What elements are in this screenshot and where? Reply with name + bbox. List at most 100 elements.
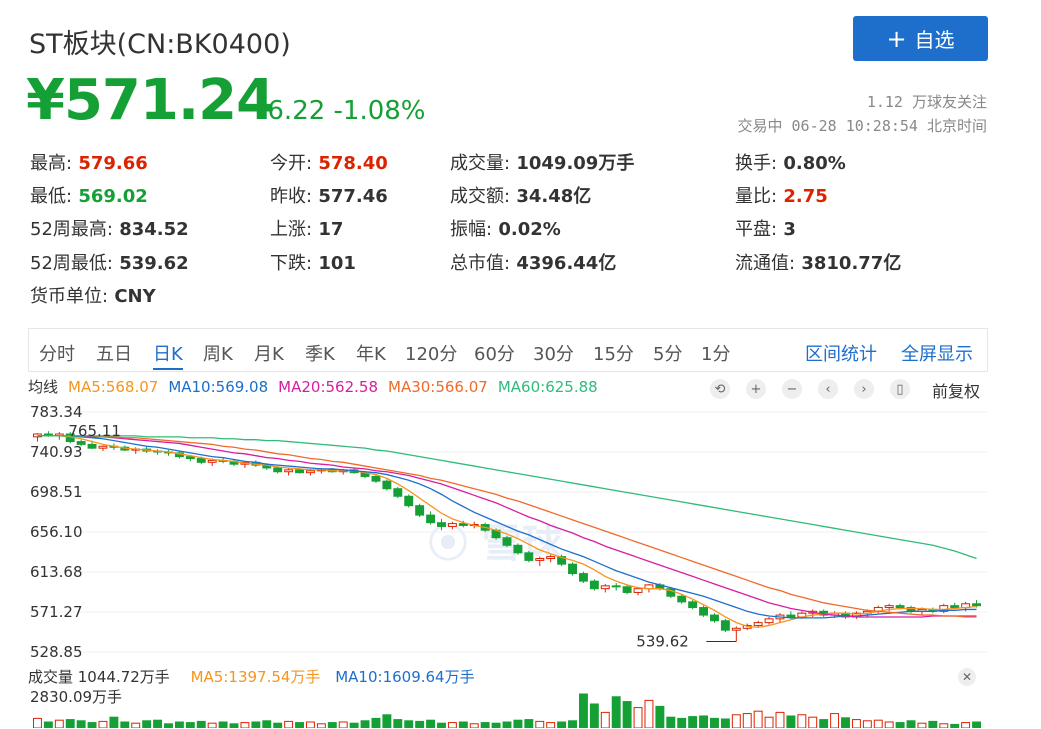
- trade-status: 交易中 06-28 10:28:54 北京时间: [737, 117, 988, 135]
- volume-max-label: 2830.09万手: [30, 688, 122, 706]
- tab-10[interactable]: 15分: [593, 344, 634, 365]
- volume-bar: [142, 720, 152, 728]
- candle-body: [98, 445, 108, 449]
- tab-7[interactable]: 120分: [405, 344, 458, 365]
- volume-bar: [884, 721, 894, 728]
- volume-bar: [578, 693, 588, 728]
- followers-count: 1.12 万球友关注: [866, 93, 987, 111]
- volume-bar: [185, 722, 195, 728]
- volume-bar: [491, 722, 501, 728]
- volume-bar: [895, 722, 905, 728]
- stat-label: 最低:: [30, 186, 73, 207]
- volume-bar: [360, 720, 370, 728]
- add-watchlist-button[interactable]: + 自选: [853, 16, 988, 61]
- stat-value: 34.48亿: [510, 186, 592, 207]
- volume-bar: [720, 718, 730, 728]
- zoom-out-icon[interactable]: −: [782, 379, 802, 399]
- stat-item: 振幅: 0.02%: [450, 215, 561, 241]
- candle-body: [611, 585, 621, 588]
- volume-bar: [447, 722, 457, 728]
- volume-bar: [382, 714, 392, 728]
- volume-legend: 成交量 1044.72万手 MA5:1397.54万手 MA10:1609.64…: [28, 666, 988, 687]
- close-icon[interactable]: ✕: [958, 668, 976, 686]
- stat-value: 17: [312, 219, 344, 240]
- plus-icon: +: [886, 24, 907, 53]
- stat-value: 569.02: [72, 186, 148, 207]
- stat-item: 最高: 579.66: [30, 149, 148, 175]
- volume-bar: [589, 703, 599, 728]
- zoom-in-icon[interactable]: +: [746, 379, 766, 399]
- volume-bar: [851, 719, 861, 728]
- tab-0[interactable]: 分时: [39, 344, 75, 365]
- candlestick-chart[interactable]: ⦿ 雪球783.34740.93698.51656.10613.68571.27…: [28, 402, 988, 662]
- range-stats-link[interactable]: 区间统计: [805, 344, 877, 365]
- tab-3[interactable]: 周K: [203, 344, 233, 365]
- stat-label: 今开:: [270, 153, 313, 174]
- candle-body: [524, 552, 534, 561]
- volume-bar: [327, 722, 337, 728]
- tab-2[interactable]: 日K: [153, 340, 183, 370]
- back-icon[interactable]: ⟲: [710, 379, 730, 399]
- stat-label: 振幅:: [450, 219, 493, 240]
- volume-chart[interactable]: 2830.09万手: [28, 688, 988, 728]
- volume-bar: [349, 722, 359, 728]
- candle-body: [196, 458, 206, 463]
- volume-bar: [873, 719, 883, 728]
- ma5-line: [37, 435, 977, 628]
- volume-bar: [393, 719, 403, 728]
- volume-bar: [371, 717, 381, 728]
- fq-select[interactable]: 前复权: [931, 382, 980, 401]
- tab-4[interactable]: 月K: [254, 344, 284, 365]
- candle-body: [568, 563, 577, 575]
- volume-bar: [207, 722, 217, 728]
- stat-item: 量比: 2.75: [735, 182, 828, 208]
- tab-6[interactable]: 年K: [356, 344, 386, 365]
- tab-11[interactable]: 5分: [653, 344, 683, 365]
- candle-body: [284, 469, 294, 473]
- volume-bar: [862, 720, 872, 728]
- tab-1[interactable]: 五日: [96, 344, 132, 365]
- stat-value: 578.40: [312, 153, 388, 174]
- stat-item: 换手: 0.80%: [735, 149, 846, 175]
- candle-icon[interactable]: ▯: [890, 379, 910, 399]
- volume-bar: [196, 720, 206, 728]
- stat-item: 最低: 569.02: [30, 182, 148, 208]
- volume-bar: [950, 723, 960, 728]
- candle-body: [710, 614, 719, 622]
- stat-item: 今开: 578.40: [270, 149, 388, 175]
- current-price: ¥571.24: [26, 68, 275, 133]
- candle-body: [87, 443, 97, 449]
- stat-item: 流通值: 3810.77亿: [735, 249, 901, 275]
- volume-bar: [775, 711, 785, 728]
- volume-bar: [153, 719, 163, 728]
- volume-bar: [917, 722, 927, 728]
- tab-5[interactable]: 季K: [305, 344, 335, 365]
- volume-bar: [524, 719, 534, 728]
- candle-body: [546, 556, 556, 559]
- right-icon[interactable]: ›: [854, 379, 874, 399]
- candle-body: [502, 537, 512, 546]
- tab-9[interactable]: 30分: [533, 344, 574, 365]
- fullscreen-link[interactable]: 全屏显示: [901, 344, 973, 365]
- volume-bar: [43, 721, 53, 728]
- volume-bar: [546, 722, 556, 728]
- stat-label: 昨收:: [270, 186, 313, 207]
- candle-body: [972, 603, 981, 607]
- volume-bar: [753, 710, 763, 728]
- candle-body: [699, 607, 709, 616]
- stat-item: 成交量: 1049.09万手: [450, 149, 634, 175]
- tab-12[interactable]: 1分: [701, 344, 731, 365]
- tab-8[interactable]: 60分: [474, 344, 515, 365]
- volume-bar: [600, 711, 610, 728]
- volume-bar: [699, 715, 709, 728]
- volume-bar: [666, 716, 676, 728]
- y-tick-label: 783.34: [30, 403, 83, 421]
- volume-bar: [906, 720, 916, 728]
- candle-body: [600, 585, 610, 590]
- stat-value: 101: [312, 253, 356, 274]
- volume-bar: [262, 720, 272, 728]
- stat-item: 上涨: 17: [270, 215, 343, 241]
- candle-body: [458, 523, 468, 526]
- left-icon[interactable]: ‹: [818, 379, 838, 399]
- volume-bar: [437, 722, 446, 728]
